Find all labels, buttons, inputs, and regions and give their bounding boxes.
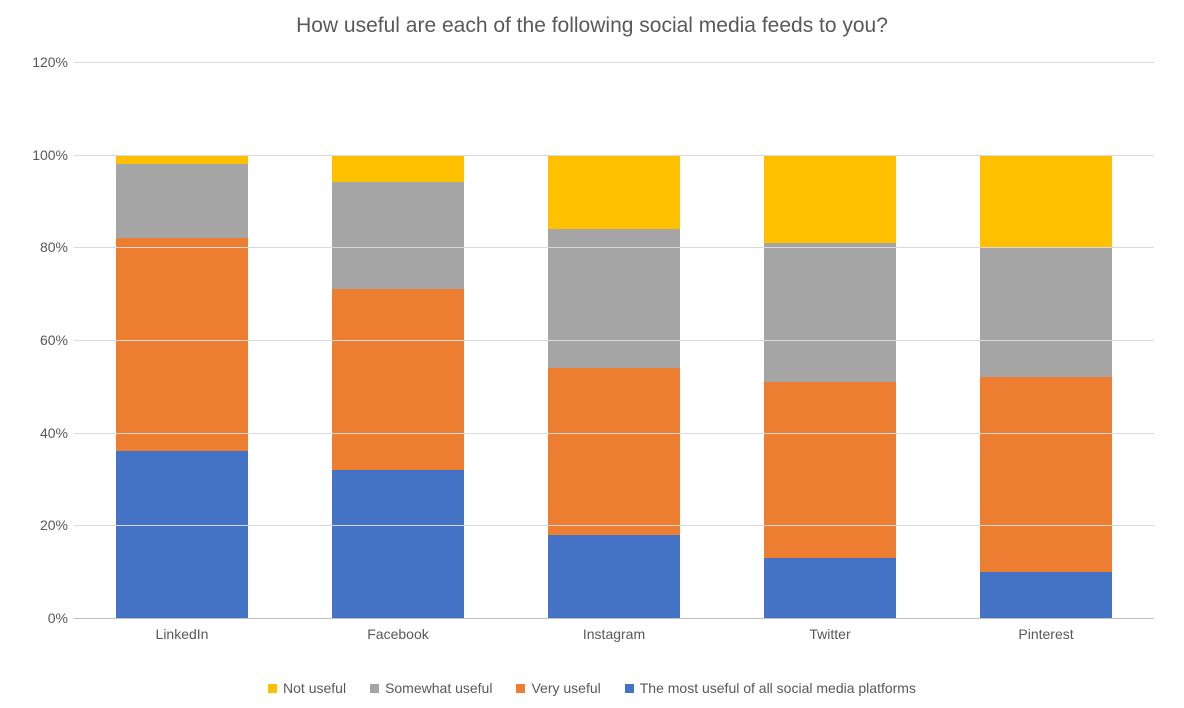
chart-container: How useful are each of the following soc… [0, 0, 1184, 708]
legend-swatch [625, 684, 634, 693]
x-tick-label: Facebook [367, 626, 428, 642]
y-tick-label: 40% [8, 425, 68, 441]
legend-swatch [516, 684, 525, 693]
bar-segment-very_useful [980, 377, 1112, 572]
y-tick-label: 0% [8, 610, 68, 626]
bar [764, 155, 896, 618]
gridline [74, 155, 1154, 156]
bar-segment-not_useful [116, 155, 248, 164]
bar-segment-very_useful [116, 238, 248, 451]
chart-title: How useful are each of the following soc… [0, 14, 1184, 38]
gridline [74, 62, 1154, 63]
bar-segment-somewhat_useful [116, 164, 248, 238]
bar-segment-somewhat_useful [764, 243, 896, 382]
bar-segment-not_useful [764, 155, 896, 243]
gridline [74, 525, 1154, 526]
bar-segment-very_useful [548, 368, 680, 535]
legend-label: Very useful [531, 680, 600, 696]
y-tick-label: 100% [8, 147, 68, 163]
x-tick-label: Twitter [809, 626, 850, 642]
bar-segment-most_useful [332, 470, 464, 618]
bar-segment-not_useful [980, 155, 1112, 248]
bar-segment-somewhat_useful [548, 229, 680, 368]
bar-segment-most_useful [980, 572, 1112, 618]
x-tick-label: Instagram [583, 626, 645, 642]
gridline [74, 340, 1154, 341]
bar-segment-most_useful [116, 451, 248, 618]
bar-segment-not_useful [548, 155, 680, 229]
y-tick-label: 60% [8, 332, 68, 348]
y-tick-label: 20% [8, 517, 68, 533]
gridline [74, 247, 1154, 248]
bar-segment-somewhat_useful [332, 182, 464, 289]
legend: Not useful Somewhat useful Very useful The … [0, 680, 1184, 696]
bar-segment-somewhat_useful [980, 247, 1112, 377]
bar [548, 155, 680, 618]
bar [332, 155, 464, 618]
bar [980, 155, 1112, 618]
bar-segment-very_useful [332, 289, 464, 470]
legend-swatch [370, 684, 379, 693]
legend-label: Somewhat useful [385, 680, 492, 696]
bar-segment-very_useful [764, 382, 896, 558]
legend-swatch [268, 684, 277, 693]
legend-item: Very useful [516, 680, 600, 696]
x-axis-line [74, 618, 1154, 619]
legend-item: Not useful [268, 680, 346, 696]
legend-item: Somewhat useful [370, 680, 492, 696]
bar [116, 155, 248, 618]
legend-label: Not useful [283, 680, 346, 696]
y-tick-label: 120% [8, 54, 68, 70]
bar-segment-most_useful [548, 535, 680, 618]
bar-segment-not_useful [332, 155, 464, 183]
x-tick-label: LinkedIn [156, 626, 209, 642]
bar-segment-most_useful [764, 558, 896, 618]
legend-label: The most useful of all social media plat… [640, 680, 916, 696]
plot-area: LinkedInFacebookInstagramTwitterPinteres… [74, 62, 1154, 618]
legend-item: The most useful of all social media plat… [625, 680, 916, 696]
gridline [74, 433, 1154, 434]
y-tick-label: 80% [8, 239, 68, 255]
x-tick-label: Pinterest [1018, 626, 1073, 642]
